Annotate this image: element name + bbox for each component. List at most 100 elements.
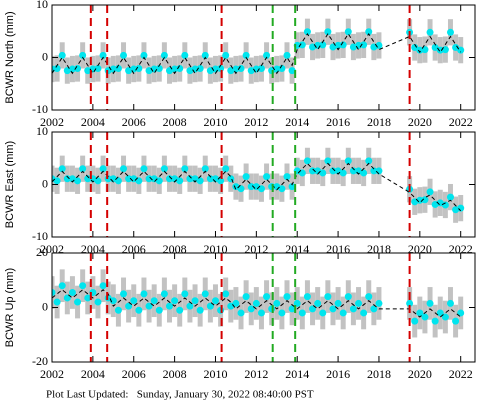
data-point	[176, 177, 184, 185]
data-point	[181, 290, 189, 298]
data-point	[457, 46, 465, 54]
data-point	[232, 299, 240, 307]
data-point	[217, 177, 225, 185]
y-tick-label: 10	[36, 124, 48, 138]
data-point	[436, 309, 444, 317]
data-point	[160, 165, 168, 173]
data-point	[186, 302, 194, 310]
data-point	[120, 51, 128, 59]
data-point	[360, 169, 368, 177]
model-line	[52, 32, 462, 75]
data-point	[411, 317, 419, 325]
data-point	[237, 309, 245, 317]
x-tick-label: 2022	[449, 242, 473, 256]
x-tick-label: 2020	[408, 242, 432, 256]
data-point	[247, 183, 255, 191]
data-point	[206, 175, 214, 183]
data-point	[74, 177, 82, 185]
data-point	[421, 313, 429, 321]
x-tick-label: 2012	[244, 242, 268, 256]
data-point	[421, 46, 429, 54]
data-point	[303, 293, 311, 301]
data-point	[176, 65, 184, 73]
data-point	[130, 297, 138, 305]
x-tick-label: 2020	[408, 115, 432, 129]
data-point	[52, 289, 56, 297]
data-point	[201, 51, 209, 59]
data-point	[84, 175, 92, 183]
y-axis-label: BCWR Up (mm)	[4, 268, 16, 347]
data-point	[283, 293, 291, 301]
data-point	[355, 299, 363, 307]
data-point	[329, 305, 337, 313]
data-point	[446, 193, 454, 201]
y-tick-label: 10	[36, 0, 48, 11]
data-point	[145, 302, 153, 310]
data-point	[166, 175, 173, 183]
data-point	[171, 65, 179, 73]
data-point	[344, 157, 352, 165]
data-point	[84, 294, 92, 302]
data-point	[309, 305, 317, 313]
data-point	[436, 46, 444, 54]
data-point	[360, 309, 368, 317]
data-point	[114, 177, 122, 185]
data-point	[416, 309, 424, 317]
data-point	[222, 51, 230, 59]
data-point	[344, 293, 352, 301]
x-tick-label: 2006	[122, 242, 146, 256]
x-tick-label: 2010	[203, 242, 227, 256]
plot-area	[52, 269, 465, 338]
data-point	[217, 306, 225, 314]
data-point	[457, 204, 465, 212]
data-point	[222, 165, 230, 173]
data-point	[446, 28, 454, 36]
x-tick-label: 2004	[81, 242, 105, 256]
data-point	[431, 317, 439, 325]
x-tick-label: 2014	[285, 367, 309, 381]
data-point	[273, 299, 281, 307]
data-point	[421, 196, 429, 204]
x-tick-label: 2004	[81, 367, 105, 381]
data-point	[237, 65, 245, 73]
y-tick-label: -20	[32, 354, 48, 368]
data-point	[196, 177, 204, 185]
data-point	[288, 67, 296, 75]
x-tick-label: 2012	[244, 367, 268, 381]
data-point	[365, 157, 373, 165]
data-point	[303, 28, 311, 36]
data-point	[74, 65, 82, 73]
x-tick-label: 2008	[163, 115, 187, 129]
x-tick-label: 2006	[122, 115, 146, 129]
data-point	[114, 306, 122, 314]
data-point	[68, 289, 76, 297]
data-point	[201, 165, 209, 173]
footer: Plot Last Updated: Sunday, January 30, 2…	[46, 389, 314, 401]
data-point	[222, 290, 230, 298]
data-point	[74, 298, 82, 306]
data-point	[263, 293, 271, 301]
data-point	[257, 185, 265, 193]
data-point	[339, 41, 347, 49]
data-point	[365, 293, 373, 301]
data-point	[288, 183, 296, 191]
data-point	[63, 294, 71, 302]
data-point	[441, 201, 449, 209]
data-point	[145, 175, 153, 183]
data-point	[426, 299, 434, 307]
data-point	[242, 293, 250, 301]
data-point	[324, 157, 332, 165]
data-point	[252, 299, 260, 307]
data-point	[441, 46, 449, 54]
y-axis-label: BCWR East (mm)	[4, 141, 16, 228]
y-tick-label: -10	[32, 229, 48, 243]
data-point	[58, 165, 66, 173]
x-tick-label: 2006	[122, 367, 146, 381]
x-tick-label: 2020	[408, 367, 432, 381]
y-tick-label: 0	[42, 49, 48, 63]
data-point	[324, 293, 332, 301]
x-tick-label: 2012	[244, 115, 268, 129]
data-point	[452, 317, 460, 325]
data-point	[232, 65, 240, 73]
data-point	[416, 46, 424, 54]
